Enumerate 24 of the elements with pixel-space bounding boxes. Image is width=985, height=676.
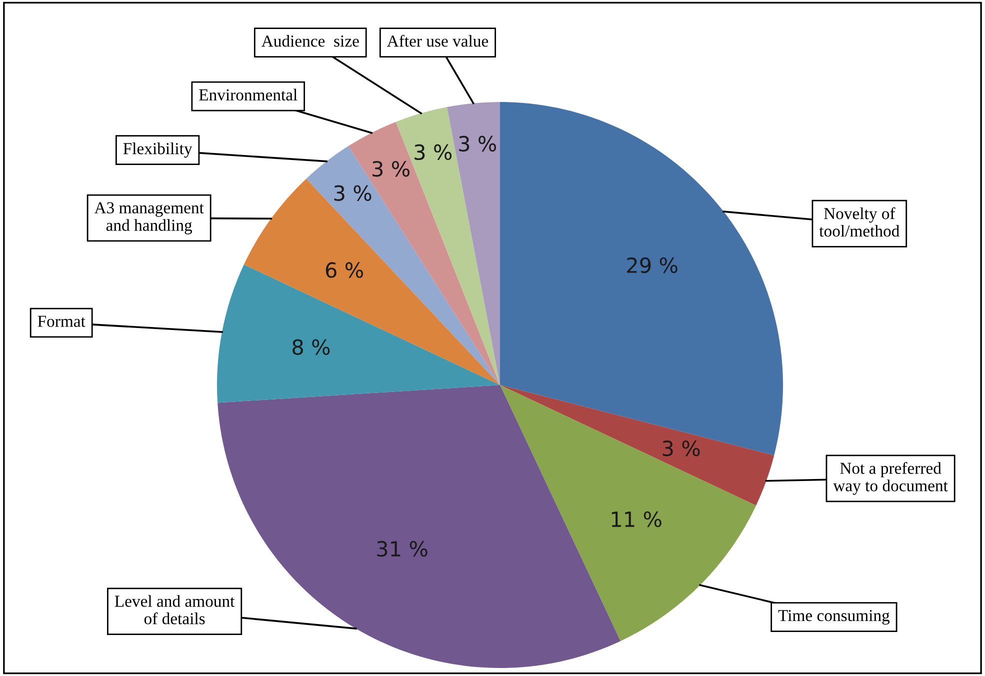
data-label: 3 % xyxy=(414,144,452,160)
slice-label: Level and amount of details xyxy=(114,595,235,624)
data-label: 8 % xyxy=(292,339,330,355)
pie-slice xyxy=(500,102,783,456)
data-label: 3 % xyxy=(334,185,372,201)
slice-label: Not a preferred way to document xyxy=(833,462,948,495)
pie-slice xyxy=(500,385,774,506)
slice-label: Flexibility xyxy=(123,142,192,158)
data-label: 3 % xyxy=(372,160,410,177)
data-label: 3 % xyxy=(662,440,700,456)
slice-label: Environmental xyxy=(199,88,298,101)
slice-label: After use value xyxy=(387,34,488,47)
pie-slice xyxy=(244,178,500,385)
slice-label: Format xyxy=(38,316,86,327)
data-label: 3 % xyxy=(459,136,496,152)
data-label: 11 % xyxy=(612,511,662,528)
data-label: 31 % xyxy=(377,540,428,557)
data-label: 6 % xyxy=(326,262,363,278)
slice-label: A3 management and handling xyxy=(94,202,204,234)
slice-label: Novelty of tool/method xyxy=(819,207,900,237)
slice-label: Time consuming xyxy=(778,610,890,625)
pie-slice xyxy=(500,385,756,642)
slice-label: Audience size xyxy=(262,35,359,47)
data-label: 29 % xyxy=(627,257,678,274)
